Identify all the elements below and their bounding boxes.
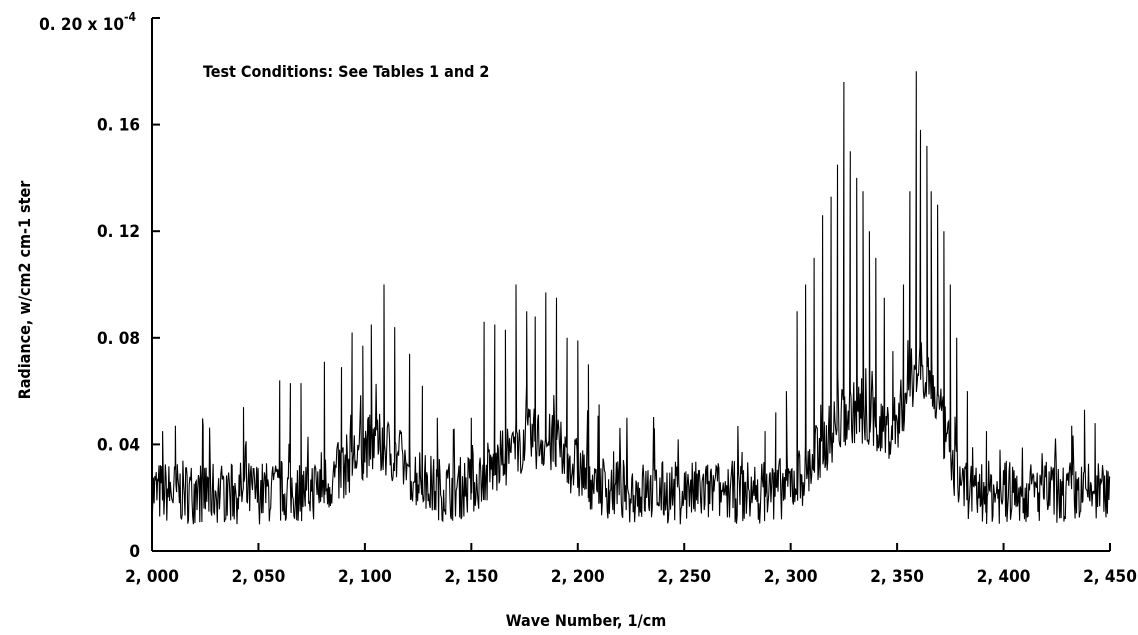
x-axis-title: Wave Number, 1/cm: [506, 611, 667, 630]
y-tick-label: 0. 12: [97, 222, 140, 242]
y-axis-ticks: 0 0. 04 0. 08 0. 12 0. 16: [97, 17, 160, 562]
y-tick-label: 0: [129, 542, 140, 562]
x-tick-label: 2, 300: [764, 567, 818, 587]
y-tick-label: 0. 16: [97, 116, 140, 136]
x-tick-label: 2, 250: [657, 567, 711, 587]
x-tick-label: 2, 400: [977, 567, 1031, 587]
x-tick-label: 2, 150: [444, 567, 498, 587]
y-tick-label: 0. 08: [97, 329, 140, 349]
y-axis-top-label: 0. 20 x 10-4: [39, 10, 136, 35]
x-tick-label: 2, 450: [1083, 567, 1137, 587]
x-tick-label: 2, 000: [125, 567, 179, 587]
chart-annotation: Test Conditions: See Tables 1 and 2: [203, 62, 489, 81]
x-tick-label: 2, 050: [232, 567, 286, 587]
x-axis-ticks: 2, 000 2, 050 2, 100 2, 150 2, 200 2, 250 2, 3…: [125, 543, 1137, 587]
x-tick-label: 2, 350: [870, 567, 924, 587]
y-axis-title: Radiance, w/cm2 cm-1 ster: [15, 180, 34, 400]
x-tick-label: 2, 200: [551, 567, 605, 587]
y-tick-label: 0. 04: [97, 435, 140, 455]
series-line-radiance: [151, 71, 1111, 525]
x-tick-label: 2, 100: [338, 567, 392, 587]
